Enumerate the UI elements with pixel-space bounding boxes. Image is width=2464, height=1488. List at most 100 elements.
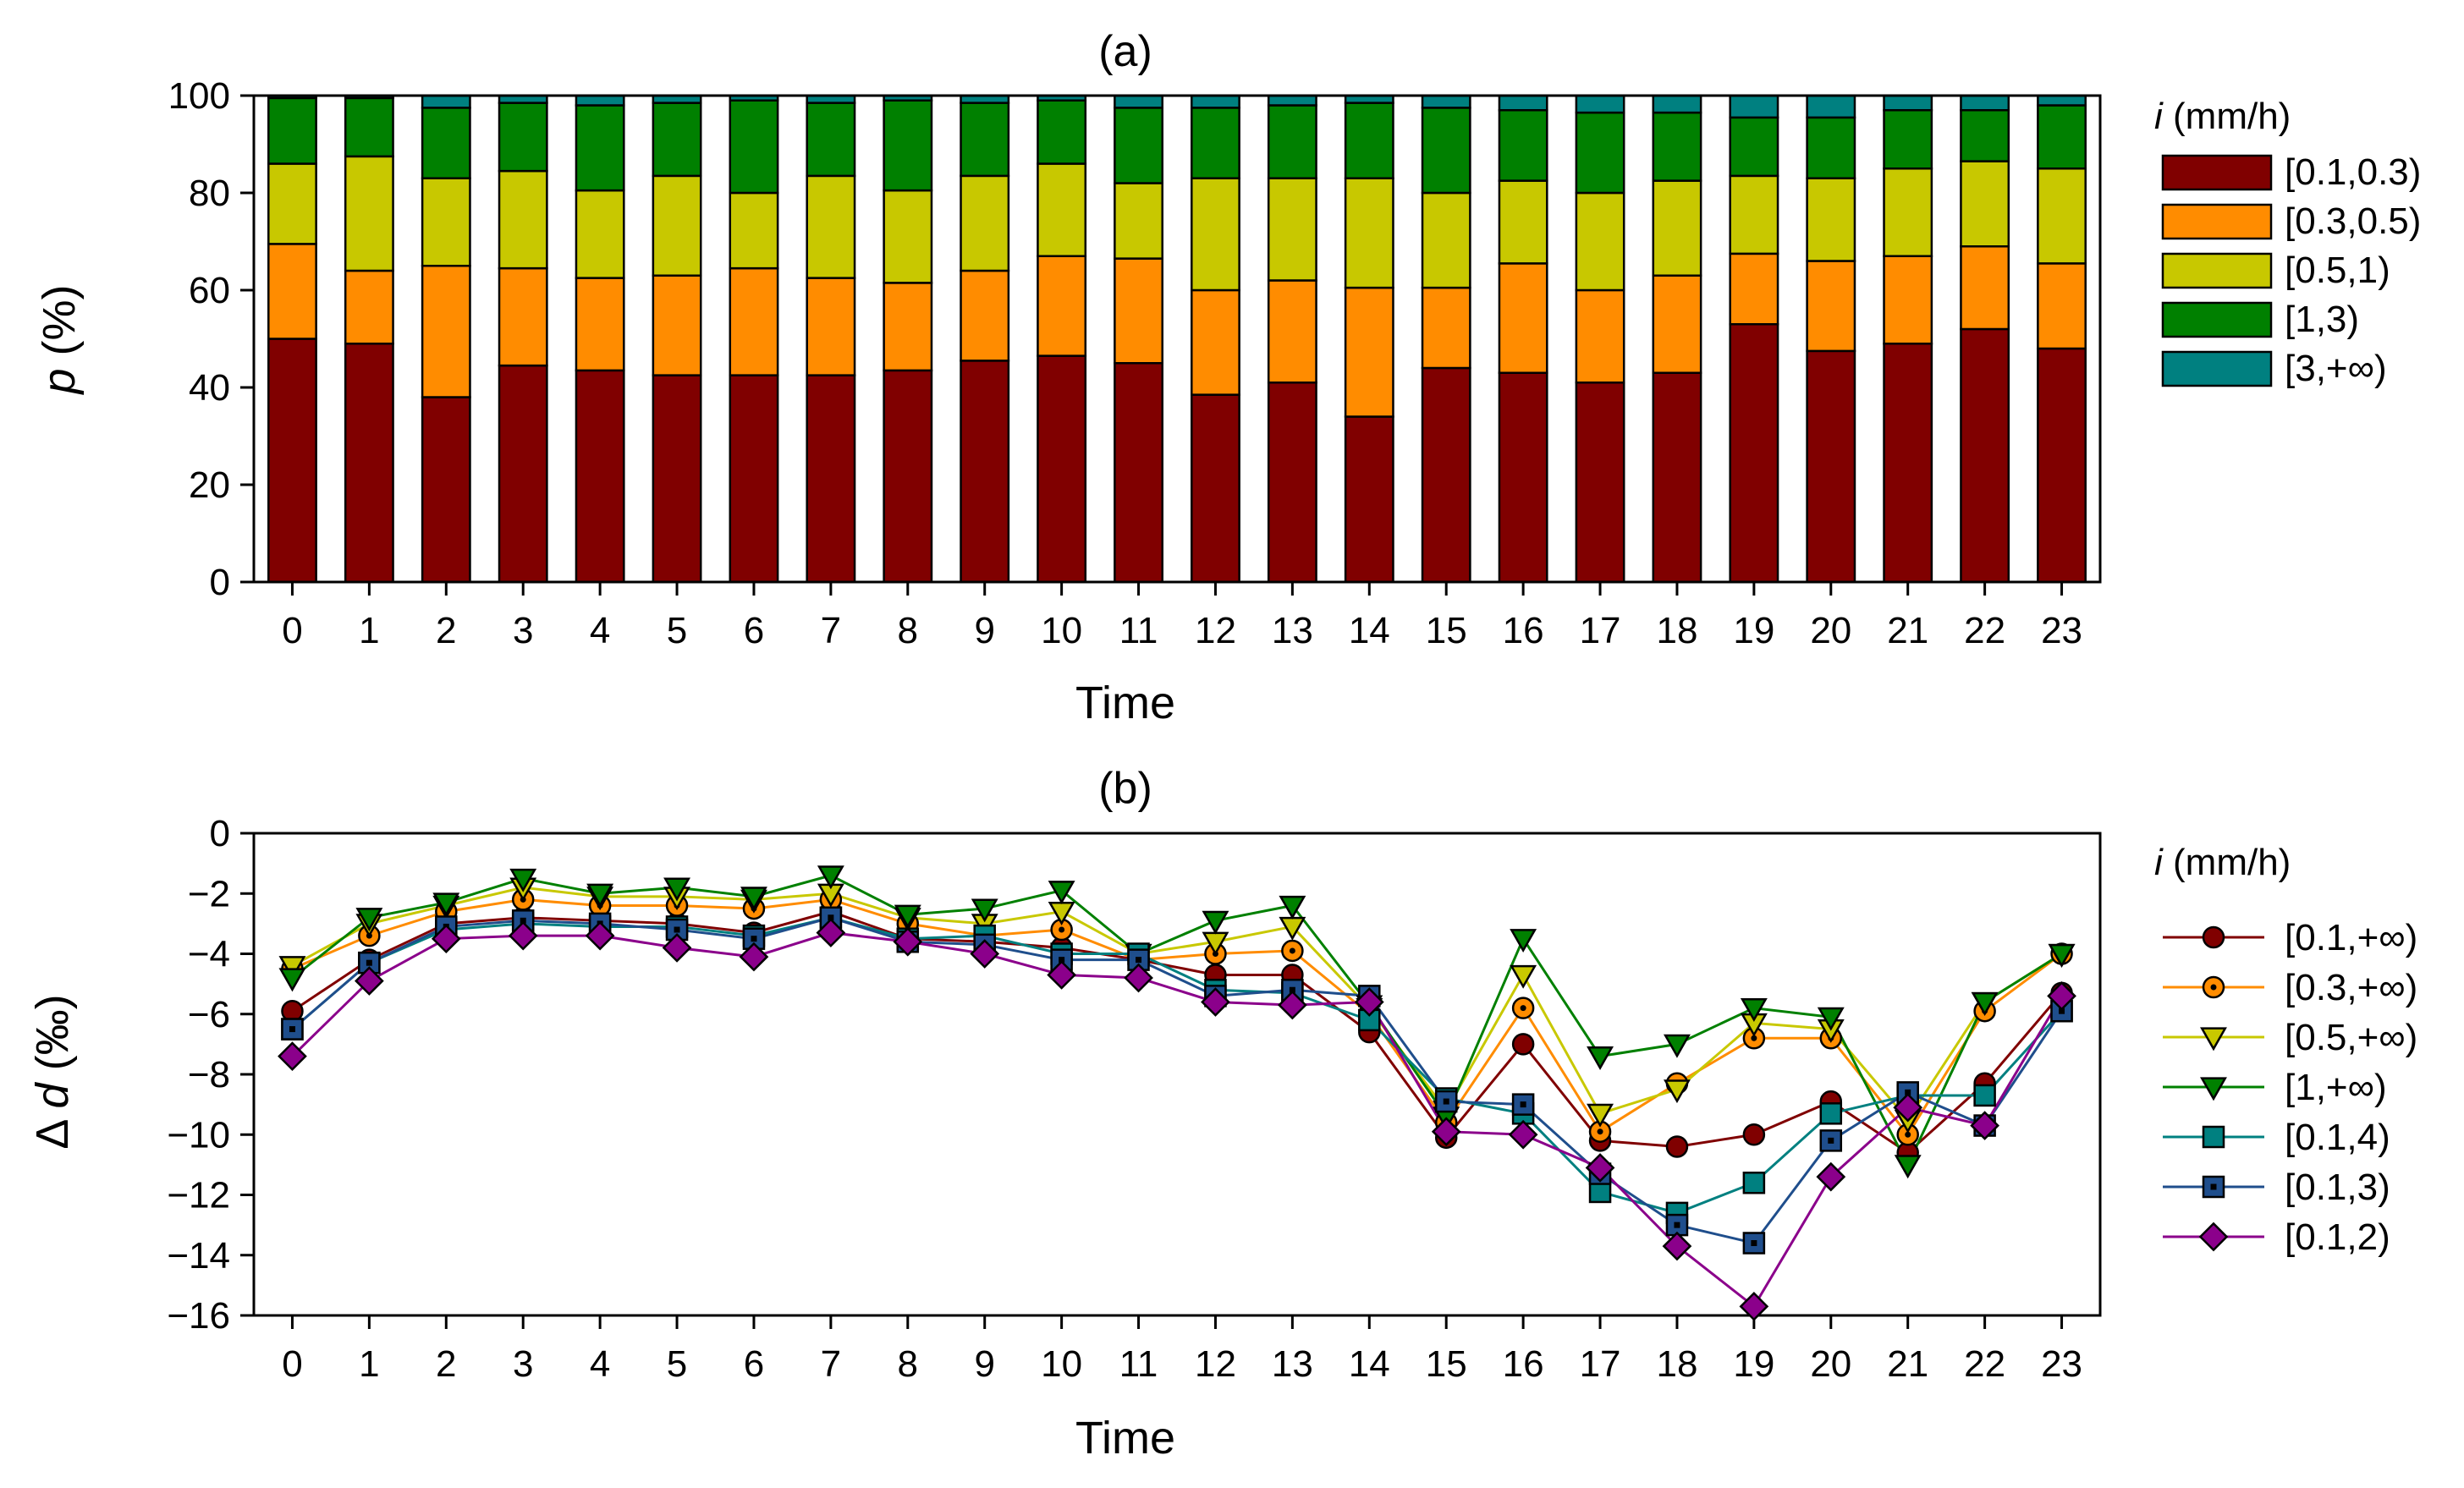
- panel-a-x-tick-label: 17: [1580, 610, 1621, 651]
- point-0-1-2-t0: [278, 1041, 307, 1071]
- line-1: [291, 874, 2063, 1168]
- point-0-1-2-t4: [585, 920, 615, 951]
- bar-0-1-0-3-t9: [960, 360, 1010, 584]
- point-0-1-3-t15-dot: [1443, 1098, 1449, 1105]
- panel-b-x-tick-label: 22: [1964, 1343, 2005, 1385]
- panel-b-x-tick-label: 14: [1349, 1343, 1390, 1385]
- panel-b-x-tick-label: 19: [1733, 1343, 1774, 1385]
- bar-3-t11: [1114, 94, 1163, 109]
- bar-0-1-0-3-t16: [1498, 371, 1548, 584]
- panel-a-x-tick-label: 15: [1426, 610, 1467, 651]
- point-1-t4: [586, 883, 614, 908]
- panel-b-x-tick-label: 6: [744, 1343, 764, 1385]
- point-0-1-2-t11: [1124, 963, 1153, 993]
- point-1-t9: [971, 898, 998, 923]
- panel-a-x-tick-label: 7: [821, 610, 841, 651]
- bar-0-1-0-3-t20: [1806, 349, 1856, 584]
- bar-0-5-1-t11: [1114, 182, 1163, 260]
- panel-a-x-tick-label: 10: [1041, 610, 1082, 651]
- point-0-5-t16: [1510, 964, 1537, 989]
- point-1-t17: [1587, 1046, 1614, 1070]
- bar-1-3-t10: [1037, 99, 1087, 165]
- panel-b-y-label-prefix: Δ: [27, 1120, 78, 1150]
- point-0-5-t0: [278, 956, 306, 980]
- point-0-1-3-t16-dot: [1520, 1101, 1526, 1108]
- bar-0-3-0-5-t18: [1652, 274, 1702, 374]
- bar-1-3-t19: [1729, 116, 1779, 178]
- bar-1-3-t3: [498, 102, 548, 173]
- panel-b-x-tick-label: 8: [898, 1343, 918, 1385]
- point-0-1-2-t8: [893, 926, 923, 957]
- bar-1-3-t11: [1114, 107, 1163, 184]
- point-0-1-2-t7: [816, 918, 846, 947]
- panel-b-y-axis-label: Δ d (‰): [27, 994, 78, 1149]
- bar-0-3-0-5-t1: [344, 269, 394, 345]
- panel-a-y-label-unit: (%): [34, 284, 85, 355]
- bar-1-3-t22: [1960, 109, 2010, 162]
- bar-0-5-1-t12: [1191, 177, 1240, 292]
- point-0-1-3-t0-dot: [289, 1026, 295, 1033]
- bar-0-5-1-t10: [1037, 162, 1087, 257]
- panel-a-x-tick-label: 8: [898, 610, 918, 651]
- point-0-1-3-t3-dot: [520, 917, 526, 924]
- bar-1-3-t18: [1652, 111, 1702, 182]
- legend-marker-1: [2200, 1077, 2227, 1101]
- legend-label-0-3-0-5: [0.3,0.5): [2285, 200, 2421, 242]
- panel-b-legend: i (mm/h) [0.1,+∞) [0.3,+∞) [0.5,+∞) [1,+∞) […: [2154, 842, 2417, 1258]
- bar-3-t12: [1191, 94, 1240, 109]
- point-0-1-3-t6-dot: [751, 936, 757, 942]
- panel-b-y-label-space1: [27, 1108, 78, 1121]
- point-0-1-2-t14: [1354, 987, 1384, 1017]
- panel-b-x-tick-label: 0: [282, 1343, 302, 1385]
- bar-0-5-1-t2: [421, 177, 471, 267]
- point-0-5-t17: [1587, 1103, 1614, 1128]
- panel-a-x-tick-label: 1: [359, 610, 379, 651]
- panel-b-title: (b): [1098, 764, 1152, 813]
- panel-a-title: (a): [1098, 27, 1152, 76]
- panel-a-x-tick-label: 19: [1733, 610, 1774, 651]
- point-0-1-2-t13: [1278, 990, 1307, 1020]
- point-0-3-t17-dot: [1597, 1128, 1603, 1135]
- panel-a-x-tick-label: 9: [974, 610, 994, 651]
- panel-a-bars: [267, 94, 2087, 584]
- panel-b-y-tick-label: −4: [188, 934, 230, 975]
- bar-3-t20: [1806, 94, 1856, 119]
- point-0-1-3-t20-dot: [1828, 1137, 1834, 1144]
- point-0-1-4-t19: [1742, 1172, 1766, 1194]
- point-1-t3: [509, 868, 537, 892]
- bar-1-3-t6: [729, 99, 779, 195]
- bar-0-3-0-5-t19: [1729, 252, 1779, 326]
- panel-b-y-tick-label: −16: [167, 1295, 230, 1337]
- bar-0-3-0-5-t6: [729, 266, 779, 376]
- bar-1-3-t15: [1421, 107, 1471, 195]
- point-0-1-4-t17: [1588, 1180, 1612, 1204]
- point-0-1-3-t19-dot: [1751, 1240, 1757, 1246]
- panel-b-x-tick-label: 4: [590, 1343, 610, 1385]
- line-0-1-2: [291, 931, 2063, 1309]
- panel-b-x-tick-label: 7: [821, 1343, 841, 1385]
- point-0-1-2-t22: [1970, 1111, 1999, 1140]
- point-1-t22: [1971, 991, 1999, 1016]
- point-0-3-t10-dot: [1059, 926, 1065, 933]
- panel-b-x-axis-label: Time: [1075, 1413, 1175, 1463]
- bar-0-1-0-3-t0: [267, 338, 317, 584]
- bar-3-t4: [575, 94, 625, 107]
- bar-0-5-1-t0: [267, 162, 317, 245]
- bar-0-5-1-t5: [652, 174, 702, 277]
- panel-b-series-markers: [278, 865, 2076, 1321]
- panel-b-series-lines: [291, 874, 2063, 1309]
- bar-0-5-1-t7: [806, 174, 856, 279]
- panel-b-x-tick-label: 18: [1656, 1343, 1697, 1385]
- panel-a-x-tick-label: 0: [282, 610, 302, 651]
- bar-3-t13: [1267, 94, 1317, 107]
- panel-a-x-tick-label: 23: [2041, 610, 2082, 651]
- bar-0-5-1-t8: [883, 189, 933, 284]
- bar-0-1-0-3-t18: [1652, 371, 1702, 584]
- point-0-1-3-t16: [1511, 1093, 1535, 1116]
- legend-label-0-3: [0.3,+∞): [2285, 967, 2417, 1008]
- point-0-1-2-t9: [970, 939, 1000, 969]
- bar-1-3-t4: [575, 104, 625, 192]
- bar-1-3-t13: [1267, 104, 1317, 179]
- point-1-t1: [355, 908, 383, 932]
